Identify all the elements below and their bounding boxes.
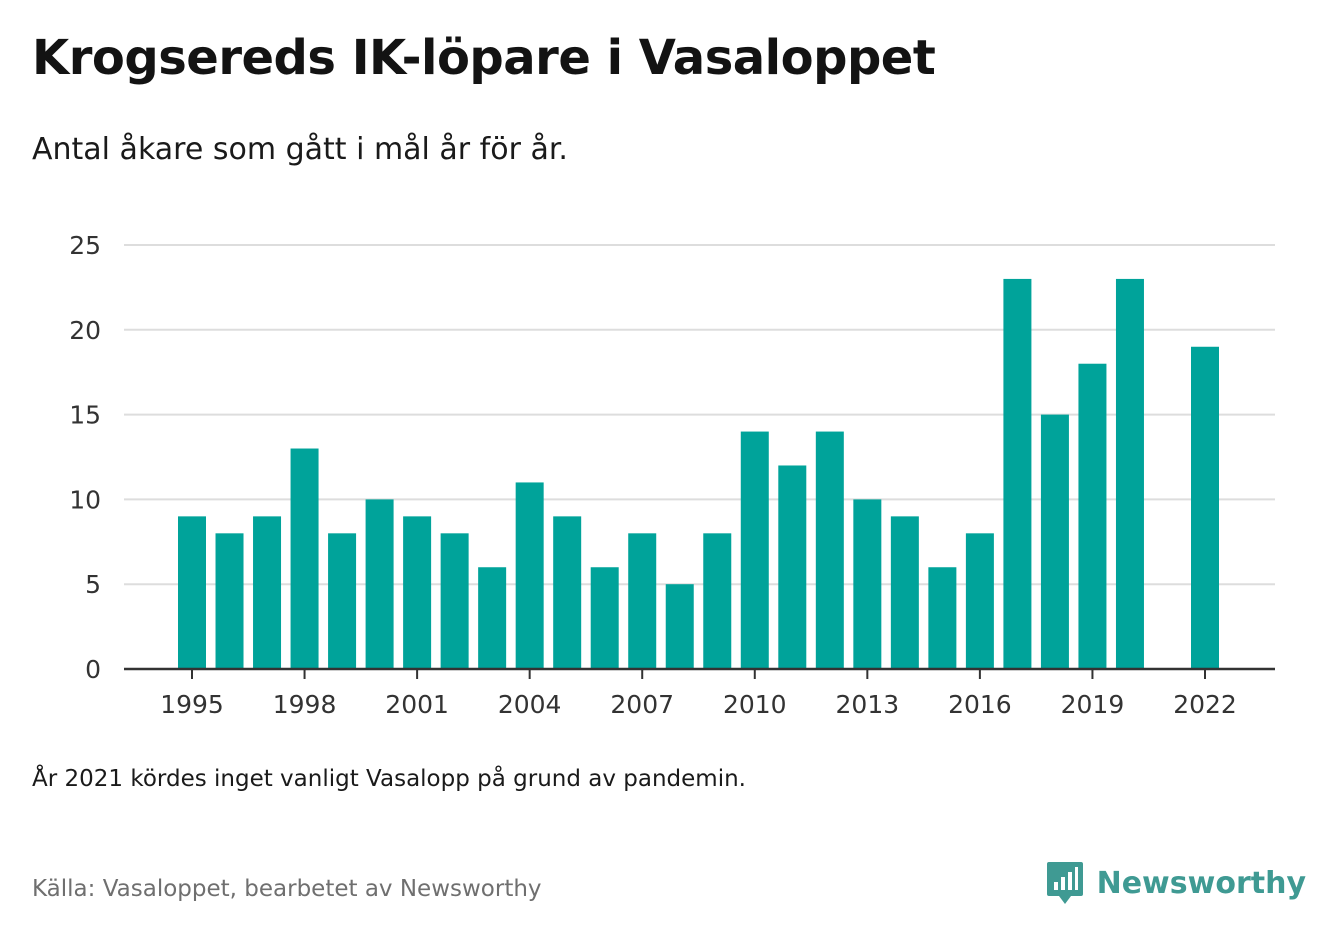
bar-2010 bbox=[740, 431, 769, 669]
brand-logo: Newsworthy bbox=[1045, 860, 1306, 906]
bar-2014 bbox=[890, 516, 919, 669]
chart-subtitle: Antal åkare som gått i mål år för år. bbox=[32, 132, 568, 167]
bar-1998 bbox=[290, 448, 319, 669]
y-tick-label-15: 15 bbox=[69, 401, 101, 430]
bar-1997 bbox=[253, 516, 282, 669]
bar-1999 bbox=[328, 533, 357, 669]
bar-2017 bbox=[1003, 278, 1032, 669]
chart-title: Krogsereds IK-löpare i Vasaloppet bbox=[32, 30, 936, 86]
bars bbox=[178, 278, 1219, 669]
bar-2009 bbox=[703, 533, 732, 669]
bar-2002 bbox=[440, 533, 469, 669]
x-tick-label-2019: 2019 bbox=[1061, 690, 1125, 719]
bar-2005 bbox=[553, 516, 582, 669]
x-tick-label-2016: 2016 bbox=[948, 690, 1012, 719]
x-tick-label-2010: 2010 bbox=[723, 690, 787, 719]
source-credit: Källa: Vasaloppet, bearbetet av Newswort… bbox=[32, 876, 542, 902]
x-tick-label-1995: 1995 bbox=[160, 690, 224, 719]
bar-2022 bbox=[1191, 346, 1219, 669]
y-tick-label-10: 10 bbox=[69, 485, 101, 514]
bar-1995 bbox=[178, 516, 206, 669]
x-tick-label-2001: 2001 bbox=[385, 690, 449, 719]
bar-2018 bbox=[1040, 414, 1069, 669]
bar-chart: 0 5 10 15 20 25 1995 1998 2001 2004 2007 2010 2013 20… bbox=[69, 231, 1275, 719]
bar-2011 bbox=[778, 465, 807, 669]
x-tick-label-2004: 2004 bbox=[498, 690, 562, 719]
bar-2004 bbox=[515, 482, 544, 669]
bar-2006 bbox=[590, 567, 619, 669]
bar-2003 bbox=[478, 567, 507, 669]
bar-1996 bbox=[215, 533, 244, 669]
brand-name: Newsworthy bbox=[1096, 865, 1306, 901]
x-tick-label-2007: 2007 bbox=[610, 690, 674, 719]
y-tick-label-25: 25 bbox=[69, 231, 101, 260]
bar-2015 bbox=[928, 567, 957, 669]
y-tick-label-5: 5 bbox=[85, 570, 101, 599]
y-tick-label-0: 0 bbox=[85, 655, 101, 684]
bar-2019 bbox=[1078, 363, 1107, 669]
bar-2020 bbox=[1115, 278, 1144, 669]
newsworthy-logo-icon bbox=[1046, 862, 1083, 904]
x-tick-label-1998: 1998 bbox=[273, 690, 337, 719]
x-tick-label-2013: 2013 bbox=[836, 690, 900, 719]
y-tick-label-20: 20 bbox=[69, 316, 101, 345]
axes: 0 5 10 15 20 25 1995 1998 2001 2004 2007 2010 2013 20… bbox=[69, 231, 1275, 719]
bar-2016 bbox=[965, 533, 994, 669]
bar-2013 bbox=[853, 499, 882, 669]
footnote: År 2021 kördes inget vanligt Vasalopp på… bbox=[32, 766, 746, 792]
bar-2000 bbox=[365, 499, 394, 669]
x-tick-label-2022: 2022 bbox=[1173, 690, 1237, 719]
bar-2008 bbox=[665, 584, 694, 669]
bar-2001 bbox=[403, 516, 432, 669]
bar-2012 bbox=[815, 431, 844, 669]
bar-2007 bbox=[628, 533, 657, 669]
